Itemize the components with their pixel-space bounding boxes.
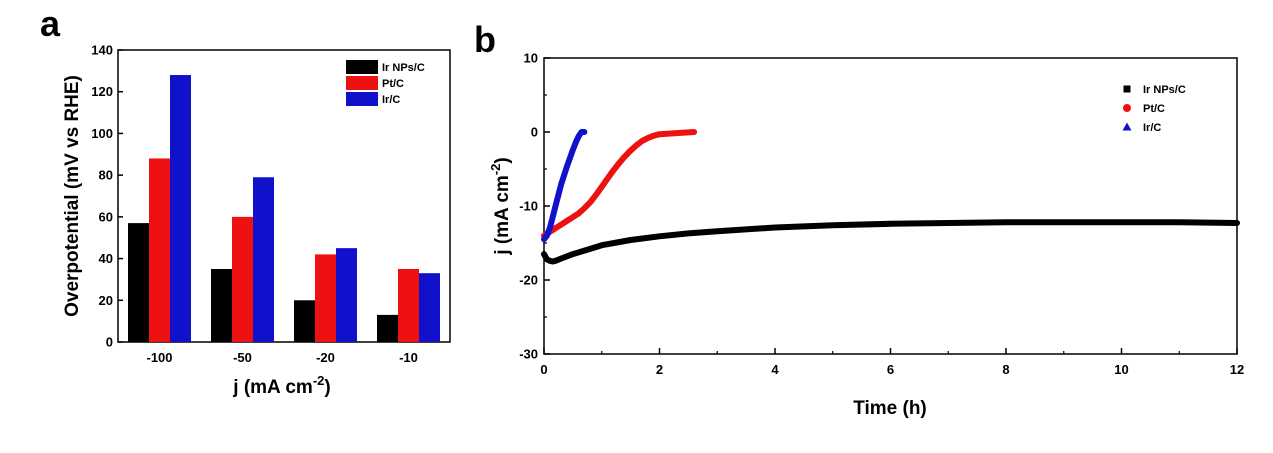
panel-a-legend: Ir NPs/C Pt/C Ir/C bbox=[346, 60, 425, 106]
panel-b-x-tick-label: 6 bbox=[887, 362, 894, 377]
panel-a-x-tick-label: -20 bbox=[316, 350, 335, 365]
panel-a-y-tick-label: 60 bbox=[99, 209, 113, 224]
panel-a-y-tick-label: 100 bbox=[91, 126, 113, 141]
panel-b-legend: Ir NPs/C Pt/C Ir/C bbox=[1122, 84, 1186, 134]
panel-a-x-tick-label: -50 bbox=[233, 350, 252, 365]
bar-ir-c-50 bbox=[253, 177, 274, 342]
bar-ir-nps-c-20 bbox=[294, 300, 315, 342]
legend-label-pt-c: Pt/C bbox=[382, 78, 404, 90]
panel-a: a 0 20 40 60 80 100 120 140 -100 -50 -20 -10 Overp… bbox=[40, 3, 451, 398]
bar-ir-c-10 bbox=[419, 273, 440, 342]
legend-swatch-ir-nps-c bbox=[346, 60, 378, 74]
series-line-pt-c bbox=[541, 129, 698, 239]
legend-marker-ir-nps-c bbox=[1123, 85, 1131, 93]
legend-swatch-ir-c bbox=[346, 92, 378, 106]
panel-a-y-tick-label: 80 bbox=[99, 168, 113, 183]
panel-b-series bbox=[541, 129, 1240, 265]
panel-a-plot-frame bbox=[117, 49, 451, 343]
panel-b-letter: b bbox=[474, 19, 496, 60]
panel-a-x-axis-title-close: ) bbox=[324, 377, 330, 398]
bar-ir-nps-c-100 bbox=[128, 223, 149, 342]
legend-label-ir-nps-c: Ir NPs/C bbox=[382, 62, 425, 74]
panel-b-x-tick-label: 2 bbox=[656, 362, 663, 377]
panel-a-y-tick-label: 120 bbox=[91, 84, 113, 99]
bar-pt-c-50 bbox=[232, 216, 253, 342]
legend-label-ir-c: Ir/C bbox=[382, 94, 400, 106]
panel-b-y-tick-label: -30 bbox=[519, 347, 538, 362]
panel-a-y-tick-label: 40 bbox=[99, 251, 113, 266]
panel-a-x-axis-title-sup: -2 bbox=[313, 373, 325, 388]
series-line-ir-c bbox=[541, 129, 588, 243]
panel-a-x-axis-title-main: j (mA cm bbox=[232, 377, 313, 398]
panel-b-y-tick-label: 0 bbox=[531, 125, 538, 140]
panel-a-x-tick-label: -10 bbox=[399, 350, 418, 365]
panel-b-x-ticks: 0 2 4 6 8 10 12 bbox=[540, 348, 1244, 377]
panel-a-x-axis-title: j (mA cm-2) bbox=[232, 373, 330, 398]
panel-b-x-tick-label: 12 bbox=[1230, 362, 1244, 377]
bar-ir-nps-c-10 bbox=[377, 314, 398, 342]
bar-ir-c-100 bbox=[170, 75, 191, 343]
panel-b-x-tick-label: 4 bbox=[771, 362, 779, 377]
panel-b-x-tick-label: 8 bbox=[1002, 362, 1009, 377]
panel-a-bars bbox=[128, 75, 440, 343]
panel-a-letter: a bbox=[40, 3, 61, 44]
bar-ir-c-20 bbox=[336, 248, 357, 342]
panel-a-y-ticks: 0 20 40 60 80 100 120 140 bbox=[91, 43, 123, 350]
panel-a-y-tick-label: 0 bbox=[106, 335, 113, 350]
panel-a-y-axis-title: Overpotential (mV vs RHE) bbox=[62, 75, 83, 317]
panel-b-plot-frame bbox=[543, 57, 1238, 355]
panel-b-y-tick-label: -20 bbox=[519, 273, 538, 288]
legend-swatch-pt-c bbox=[346, 76, 378, 90]
bar-pt-c-10 bbox=[398, 269, 419, 342]
legend-marker-pt-c bbox=[1123, 104, 1131, 112]
series-line-ir-nps-c bbox=[541, 219, 1240, 265]
panel-b-y-tick-label: 10 bbox=[524, 51, 538, 66]
panel-b-x-axis-title: Time (h) bbox=[853, 398, 927, 419]
legend-label-ir-nps-c: Ir NPs/C bbox=[1143, 84, 1186, 96]
panel-a-y-tick-label: 140 bbox=[91, 43, 113, 58]
panel-b-x-tick-label: 10 bbox=[1114, 362, 1128, 377]
panel-a-y-tick-label: 20 bbox=[99, 293, 113, 308]
panel-b-y-axis-title-main: j (mA cm bbox=[492, 175, 513, 256]
panel-b-y-axis-title-sup: -2 bbox=[488, 164, 503, 176]
legend-marker-ir-c bbox=[1122, 122, 1132, 131]
bar-pt-c-100 bbox=[149, 158, 170, 342]
legend-label-pt-c: Pt/C bbox=[1143, 103, 1165, 115]
panel-b-y-axis-title-close: ) bbox=[492, 157, 513, 163]
panel-b-y-axis-title: j (mA cm-2) bbox=[488, 157, 513, 255]
legend-label-ir-c: Ir/C bbox=[1143, 122, 1161, 134]
panel-b-y-ticks: -30 -20 -10 0 10 bbox=[519, 51, 550, 362]
panel-b-x-tick-label: 0 bbox=[540, 362, 547, 377]
bar-ir-nps-c-50 bbox=[211, 269, 232, 342]
panel-b: b -30 -20 -10 0 10 0 2 4 6 8 10 12 j (mA cm-2) Tim… bbox=[474, 19, 1244, 419]
bar-pt-c-20 bbox=[315, 254, 336, 342]
panel-a-x-tick-label: -100 bbox=[146, 350, 172, 365]
panel-b-y-tick-label: -10 bbox=[519, 199, 538, 214]
